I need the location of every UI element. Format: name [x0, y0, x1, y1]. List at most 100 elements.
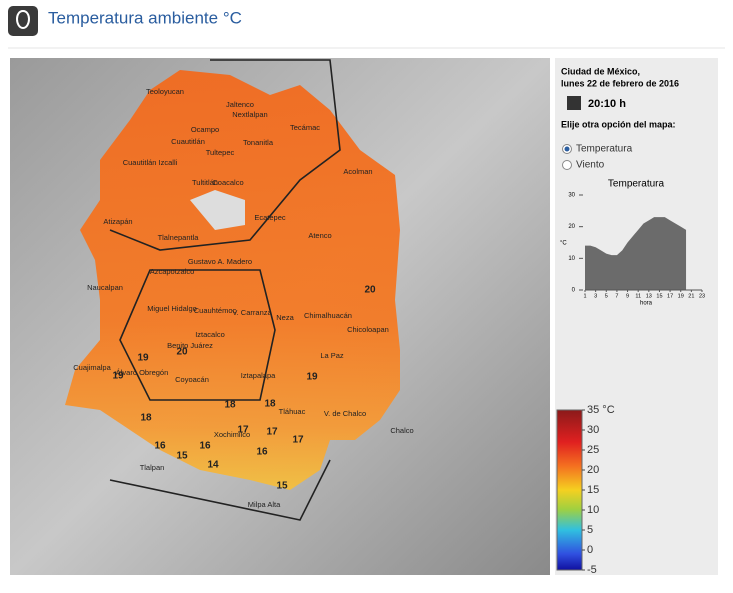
isotherm-label: 16 [154, 441, 166, 452]
temperature-area [65, 70, 400, 490]
x-tick-label: 21 [688, 293, 694, 299]
isotherm-label: 19 [137, 353, 149, 364]
place-label: Naucalpan [87, 283, 123, 292]
place-label: Atenco [308, 231, 331, 240]
clock-icon [567, 96, 581, 110]
place-label: Neza [276, 313, 294, 322]
date: lunes 22 de febrero de 2016 [561, 78, 679, 88]
place-label: Teoloyucan [146, 87, 184, 96]
place-label: Tultepec [206, 148, 235, 157]
map-options: Temperatura Viento [562, 144, 633, 171]
option-label[interactable]: Temperatura [576, 144, 633, 155]
place-label: Chimalhuacán [304, 311, 352, 320]
isotherm-label: 17 [266, 427, 278, 438]
y-tick-label: 10 [568, 256, 575, 262]
place-label: Tláhuac [279, 407, 306, 416]
isotherm-label: 18 [264, 399, 276, 410]
place-label: Tlalpan [140, 463, 165, 472]
y-axis-label: °C [560, 241, 567, 247]
scale-label: 0 [587, 544, 593, 556]
x-axis-label: hora [640, 301, 653, 307]
chart-title: Temperatura [608, 179, 665, 190]
isotherm-label: 20 [364, 285, 376, 296]
place-label: Tonanitla [243, 138, 274, 147]
place-label: Tultitlán [192, 178, 218, 187]
color-scale: 35 °C 30 25 20 15 10 5 0 -5 [556, 404, 615, 576]
radio-button[interactable] [562, 160, 572, 170]
place-label: Xochimilco [214, 430, 250, 439]
x-tick-label: 7 [615, 293, 618, 299]
place-label: Tlalnepantla [158, 233, 200, 242]
y-tick-label: 30 [568, 193, 575, 199]
place-label: Nextlalpan [232, 110, 267, 119]
place-label: Atizapán [103, 217, 132, 226]
scale-label: 10 [587, 504, 599, 516]
x-tick-label: 1 [583, 293, 586, 299]
place-label: Iztapalapa [241, 371, 276, 380]
isotherm-label: 18 [224, 400, 236, 411]
scale-label: 15 [587, 484, 599, 496]
place-label: Benito Juárez [167, 341, 213, 350]
place-label: Cuajimalpa [73, 363, 111, 372]
scale-label: -5 [587, 564, 597, 576]
prompt: Elije otra opción del mapa: [561, 119, 676, 129]
place-label: V. Carranza [232, 308, 272, 317]
icon-glyph [15, 9, 31, 30]
place-label: Jaltenco [226, 100, 254, 109]
scale-label: 25 [587, 444, 599, 456]
sierra-guadalupe [190, 190, 245, 230]
x-tick-label: 17 [667, 293, 673, 299]
place-label: Álvaro Obregón [116, 368, 169, 377]
place-label: Miguel Hidalgo [147, 304, 197, 313]
place-label: Cuautitlán [171, 137, 205, 146]
isotherm-label: 14 [207, 460, 219, 471]
isotherm-label: 16 [256, 447, 268, 458]
scale-label: 20 [587, 464, 599, 476]
place-label: Acolman [343, 167, 372, 176]
app-icon [8, 6, 38, 36]
isotherm-label: 19 [112, 371, 124, 382]
scale-label: 35 °C [587, 404, 615, 416]
place-label: Milpa Alta [248, 500, 281, 509]
y-tick-label: 0 [572, 288, 576, 294]
area [585, 217, 687, 290]
place-label: Tecámac [290, 123, 320, 132]
x-tick-label: 3 [594, 293, 597, 299]
place-label: Ocampo [191, 125, 219, 134]
x-tick-label: 11 [635, 293, 641, 299]
place-label: Chalco [390, 426, 413, 435]
option-label[interactable]: Viento [576, 160, 605, 171]
place-label: Chicoloapan [347, 325, 389, 334]
time: 20:10 h [588, 98, 626, 110]
isotherm-label: 19 [306, 372, 318, 383]
isotherm-label: 15 [276, 481, 288, 492]
y-tick-label: 20 [568, 224, 575, 230]
x-tick-label: 19 [678, 293, 684, 299]
x-tick-label: 5 [605, 293, 608, 299]
x-tick-label: 9 [626, 293, 629, 299]
x-tick-label: 15 [656, 293, 662, 299]
scale-label: 5 [587, 524, 593, 536]
isotherm-label: 17 [292, 435, 304, 446]
radio-dot [564, 146, 570, 152]
isotherm-label: 18 [140, 413, 152, 424]
place-label: Ecatepec [254, 213, 286, 222]
isotherm-label: 17 [237, 425, 249, 436]
page-title: Temperatura ambiente °C [48, 8, 242, 27]
boundary [109, 59, 341, 521]
place-label: V. de Chalco [324, 409, 366, 418]
place-label: La Paz [320, 351, 344, 360]
place-label: Coacalco [212, 178, 243, 187]
isotherm-label: 16 [199, 441, 211, 452]
color-bar [556, 409, 583, 571]
place-label: Iztacalco [195, 330, 225, 339]
place-label: Azcapotzalco [150, 267, 195, 276]
place-label: Coyoacán [175, 375, 209, 384]
x-tick-label: 23 [699, 293, 705, 299]
isotherm-label: 20 [176, 347, 188, 358]
place-label: Cuautitlán Izcalli [123, 158, 178, 167]
